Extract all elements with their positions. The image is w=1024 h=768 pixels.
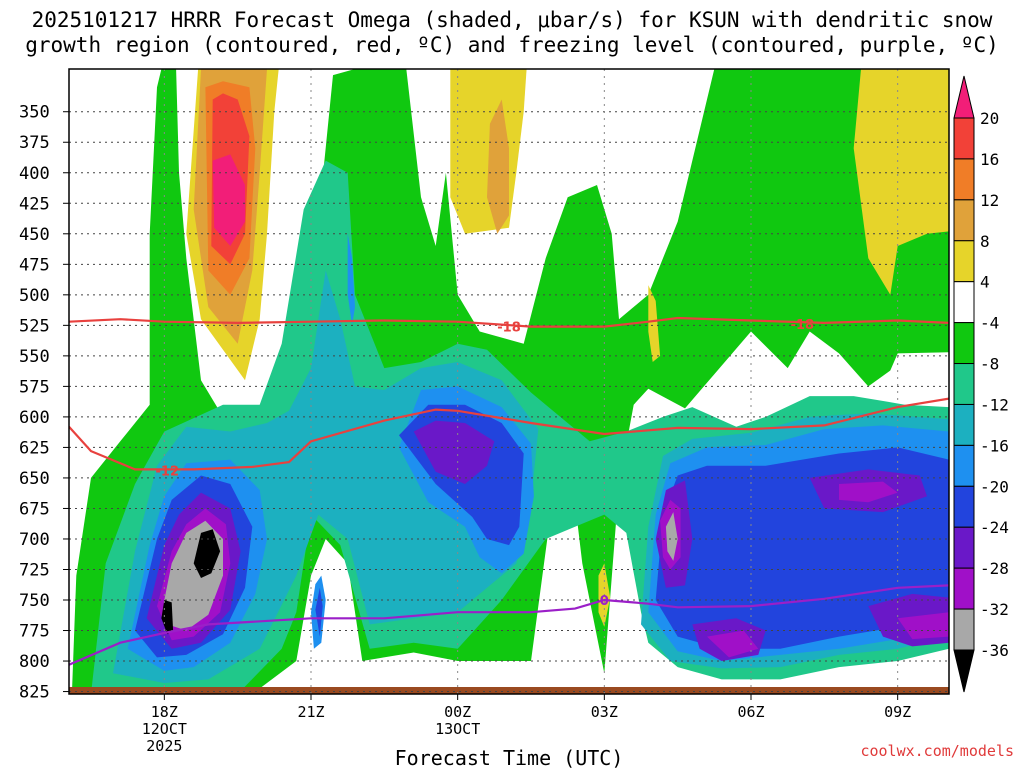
colorbar-label-13: -36 — [980, 641, 1009, 660]
colorbar-label-0: 20 — [980, 109, 999, 128]
colorbar-label-4: 4 — [980, 273, 990, 292]
colorbar-bin-13 — [953, 608, 975, 651]
colorbar-label-2: 12 — [980, 191, 999, 210]
colorbar-bin-3 — [953, 199, 975, 242]
contour-label-0-0: -18 — [497, 321, 521, 336]
x-tick-label-1-0: 21Z — [297, 703, 324, 721]
chart-title: 2025101217 HRRR Forecast Omega (shaded, … — [0, 8, 1024, 58]
x-tick-label-2-1: 13OCT — [435, 720, 480, 738]
omega-region-8 — [347, 233, 355, 326]
contour-lines: -18 -18 -12 0 — [69, 316, 949, 666]
contour-label-0-1: -18 — [791, 318, 815, 333]
colorbar-bin-1 — [953, 117, 975, 160]
plot-frame — [68, 68, 950, 695]
colorbar-bin-11 — [953, 526, 975, 569]
x-tick-label-0-0: 18Z — [151, 703, 178, 721]
colorbar-bin-14 — [953, 649, 975, 693]
colorbar-label-5: -4 — [980, 314, 999, 333]
colorbar-label-11: -28 — [980, 559, 1009, 578]
colorbar-bin-6 — [953, 322, 975, 365]
omega-region-12 — [315, 587, 323, 637]
omega-region-23 — [897, 612, 949, 640]
contour-line-1 — [69, 397, 949, 471]
y-tick-label-525: 525 — [19, 316, 50, 336]
colorbar-bin-2 — [953, 158, 975, 201]
colorbar-bin-7 — [953, 363, 975, 405]
y-tick-label-625: 625 — [19, 438, 50, 458]
colorbar-bin-4 — [953, 240, 975, 283]
omega-region-31 — [648, 285, 661, 362]
y-tick-label-600: 600 — [19, 408, 50, 428]
y-tick-label-650: 650 — [19, 469, 50, 489]
omega-region-37 — [212, 154, 245, 246]
colorbar-label-6: -8 — [980, 355, 999, 374]
x-tick-label-0-2: 2025 — [146, 737, 182, 755]
ground-strip — [69, 687, 949, 694]
y-tick-label-475: 475 — [19, 255, 50, 275]
y-tick-label-500: 500 — [19, 286, 50, 306]
y-tick-label-350: 350 — [19, 103, 50, 123]
colorbar-label-1: 16 — [980, 150, 999, 169]
y-tick-label-700: 700 — [19, 530, 50, 550]
colorbar-label-7: -12 — [980, 395, 1009, 414]
contour-label-1-0: -12 — [156, 465, 180, 480]
colorbar: 20 16 12 8 4 -4 -8 -12 -16 -20 -24 -28 -32 -36 — [953, 75, 1009, 693]
x-tick-label-2-0: 00Z — [444, 703, 471, 721]
omega-shading — [69, 69, 949, 694]
omega-region-25 — [665, 512, 678, 561]
x-tick-label-3-0: 03Z — [591, 703, 618, 721]
y-tick-label-800: 800 — [19, 652, 50, 672]
y-tick-label-400: 400 — [19, 164, 50, 184]
omega-region-26 — [193, 529, 221, 578]
colorbar-bin-5 — [953, 281, 975, 324]
y-tick-label-725: 725 — [19, 560, 50, 580]
y-tick-label-825: 825 — [19, 683, 50, 703]
omega-region-22 — [707, 630, 759, 658]
y-tick-label-575: 575 — [19, 377, 50, 397]
x-tick-label-5-0: 09Z — [884, 703, 911, 721]
y-tick-label-750: 750 — [19, 591, 50, 611]
omega-region-34 — [487, 99, 509, 234]
y-tick-label-425: 425 — [19, 194, 50, 214]
x-tick-label-4-0: 06Z — [737, 703, 764, 721]
y-tick-label-375: 375 — [19, 133, 50, 153]
colorbar-label-8: -16 — [980, 436, 1009, 455]
colorbar-label-10: -24 — [980, 518, 1009, 537]
credit-text[interactable]: coolwx.com/models — [860, 742, 1014, 760]
contour-line-0 — [69, 316, 949, 328]
contour-line-2 — [69, 584, 949, 666]
y-tick-label-775: 775 — [19, 622, 50, 642]
y-tick-label-550: 550 — [19, 347, 50, 367]
colorbar-label-3: 8 — [980, 232, 990, 251]
chart-title-line-2: growth region (contoured, red, ºC) and f… — [25, 33, 999, 57]
colorbar-label-9: -20 — [980, 477, 1009, 496]
omega-region-14 — [413, 420, 495, 484]
x-tick-label-0-1: 12OCT — [142, 720, 187, 738]
colorbar-label-12: -32 — [980, 600, 1009, 619]
colorbar-bin-0 — [953, 75, 975, 119]
axes: 350 375 400 425 450 475 500 525 550 575 600 625 650 6… — [19, 68, 950, 755]
y-tick-label-675: 675 — [19, 499, 50, 519]
colorbar-bin-10 — [953, 485, 975, 528]
colorbar-bin-12 — [953, 567, 975, 610]
colorbar-bin-8 — [953, 403, 975, 446]
omega-region-30 — [853, 69, 949, 295]
y-tick-label-450: 450 — [19, 225, 50, 245]
omega-region-21 — [839, 481, 898, 503]
x-axis-label: Forecast Time (UTC) — [395, 746, 624, 768]
colorbar-bin-9 — [953, 444, 975, 487]
contour-label-2-0: 0 — [600, 594, 609, 609]
chart-title-line-1: 2025101217 HRRR Forecast Omega (shaded, … — [31, 8, 993, 32]
